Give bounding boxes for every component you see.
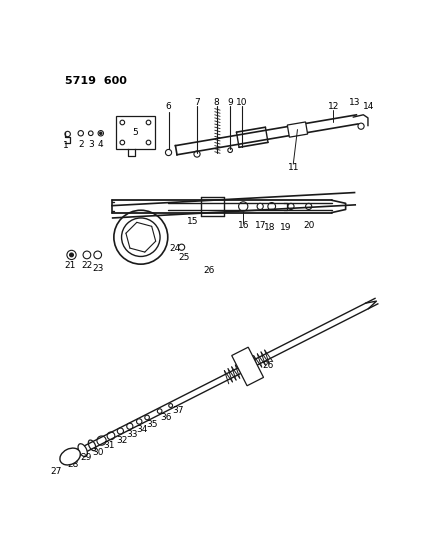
Text: 15: 15 <box>187 217 199 227</box>
Polygon shape <box>287 122 308 137</box>
Text: 2: 2 <box>78 140 83 149</box>
Text: 12: 12 <box>327 102 339 111</box>
Circle shape <box>70 253 74 257</box>
Text: 34: 34 <box>137 425 148 434</box>
Text: 35: 35 <box>146 420 158 429</box>
Text: 25: 25 <box>178 254 190 262</box>
Text: 29: 29 <box>80 453 92 462</box>
Text: 28: 28 <box>68 459 79 469</box>
Circle shape <box>137 419 142 424</box>
Text: 21: 21 <box>64 261 76 270</box>
Text: 18: 18 <box>265 223 276 232</box>
Text: 37: 37 <box>172 406 184 415</box>
Text: 36: 36 <box>160 413 172 422</box>
Text: 14: 14 <box>363 102 374 111</box>
Text: 31: 31 <box>104 441 115 450</box>
Text: 19: 19 <box>280 223 291 232</box>
Text: 9: 9 <box>227 98 233 107</box>
Text: 1: 1 <box>62 141 68 150</box>
Ellipse shape <box>60 448 80 465</box>
Text: 16: 16 <box>238 221 249 230</box>
Circle shape <box>178 244 185 251</box>
Text: 20: 20 <box>303 221 314 230</box>
Text: 7: 7 <box>194 98 200 107</box>
Text: 23: 23 <box>92 263 104 272</box>
Text: 6: 6 <box>166 102 171 111</box>
Text: 32: 32 <box>116 436 128 445</box>
FancyBboxPatch shape <box>116 116 155 149</box>
Text: 5: 5 <box>133 128 138 137</box>
Text: 8: 8 <box>214 98 219 107</box>
Circle shape <box>100 132 102 134</box>
Text: 26: 26 <box>263 361 274 370</box>
Text: 5719  600: 5719 600 <box>65 76 127 86</box>
Text: 10: 10 <box>236 98 247 107</box>
Text: 4: 4 <box>98 140 104 149</box>
Text: 22: 22 <box>81 261 92 270</box>
Text: 13: 13 <box>349 98 361 107</box>
Text: 24: 24 <box>170 244 181 253</box>
Ellipse shape <box>78 444 87 457</box>
Text: 26: 26 <box>203 266 214 275</box>
Text: 17: 17 <box>255 221 267 230</box>
Text: 33: 33 <box>126 430 138 439</box>
Text: 30: 30 <box>92 448 104 457</box>
Polygon shape <box>232 347 264 386</box>
Circle shape <box>257 203 263 209</box>
Text: 27: 27 <box>51 467 62 477</box>
Text: 3: 3 <box>88 140 94 149</box>
Circle shape <box>145 415 149 420</box>
Text: 11: 11 <box>288 164 299 172</box>
